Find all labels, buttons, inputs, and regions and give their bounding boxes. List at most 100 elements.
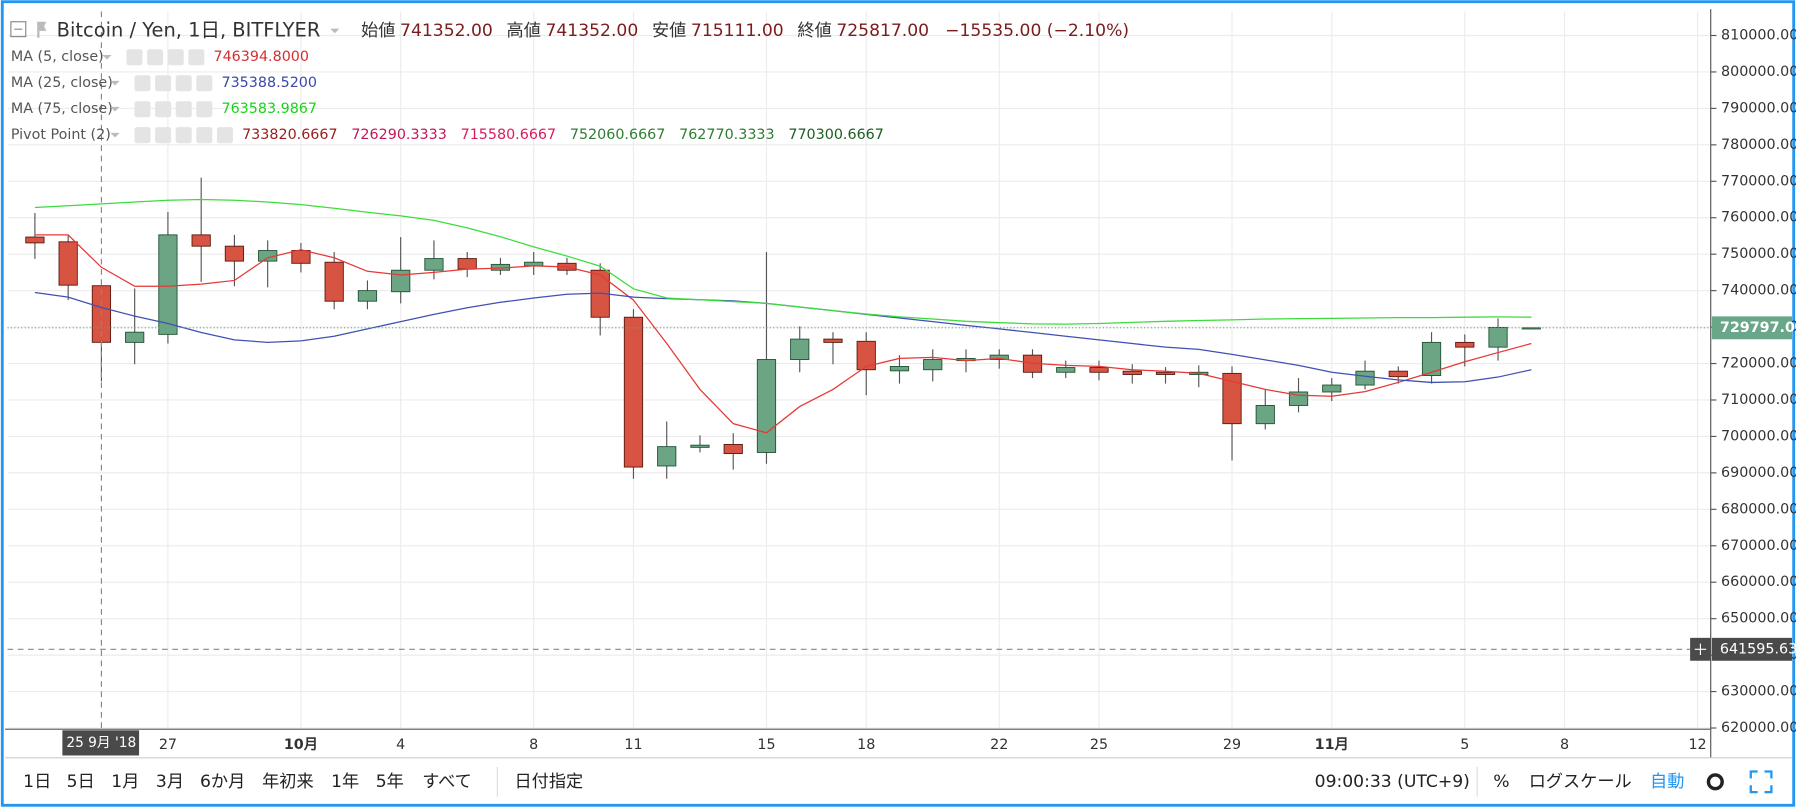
ohlc-label: 安値 (652, 21, 686, 41)
range-button[interactable]: 年初来 (262, 772, 313, 792)
axes: 620000.00630000.00640000.00650000.006600… (62, 28, 1796, 756)
indicator-button[interactable] (155, 75, 172, 92)
indicator-button[interactable] (196, 101, 213, 118)
indicator-button[interactable] (126, 49, 143, 66)
ohlc-label: 終値 (797, 21, 831, 41)
candle-body (1322, 384, 1342, 393)
range-button[interactable]: 1年 (331, 772, 359, 792)
candle-body (1255, 404, 1275, 425)
indicator-button[interactable] (134, 101, 151, 118)
indicator-button[interactable] (196, 75, 213, 92)
y-tick-label: 710000.00 (1721, 392, 1796, 408)
x-tick-label: 11 (624, 737, 642, 753)
candle-body (790, 338, 810, 360)
candle-body (1155, 371, 1176, 375)
dropdown[interactable] (110, 80, 120, 86)
x-tick-label: 29 (1223, 737, 1241, 753)
indicator-values: 735388.5200 (221, 75, 317, 91)
x-tick-label: 15 (757, 737, 775, 753)
indicator-button[interactable] (167, 49, 184, 66)
candle-body (224, 245, 245, 262)
range-button[interactable]: 5日 (67, 772, 95, 792)
crosshair-date-tag (62, 730, 140, 756)
candle-body (723, 443, 743, 455)
candle-body (823, 338, 843, 343)
y-tick-label: 800000.00 (1721, 64, 1796, 80)
y-tick-label: 660000.00 (1721, 574, 1796, 590)
indicator-values: 733820.6667 726290.3333 715580.6667 752060.… (242, 127, 884, 143)
indicator-name: MA (5, close) (11, 49, 104, 65)
plot (7, 11, 1711, 729)
ohlc-value: 725817.00 (836, 21, 929, 41)
indicator-button[interactable] (134, 75, 151, 92)
legend: Bitcoin / Yen, 1日, BITFLYER 始値 741352.00 高… (10, 18, 1129, 144)
candle-body (1355, 370, 1375, 386)
range-button[interactable]: 3月 (156, 772, 184, 792)
ohlc-value: 741352.00 (545, 21, 638, 41)
percent-button[interactable]: % (1493, 772, 1509, 792)
x-tick-label: 27 (159, 737, 177, 753)
dropdown[interactable] (110, 106, 120, 112)
candle-body (856, 340, 876, 371)
indicator-button[interactable] (188, 49, 205, 66)
candle-body (1455, 341, 1475, 348)
x-tick-label: 8 (529, 737, 538, 753)
dropdown[interactable] (110, 132, 120, 138)
indicator-value: 770300.6667 (788, 127, 884, 143)
candle-body (424, 258, 444, 271)
indicator-button[interactable] (155, 101, 172, 118)
y-tick-label: 750000.00 (1721, 246, 1796, 262)
candle-body (623, 316, 644, 468)
indicator-button[interactable] (134, 127, 151, 144)
y-tick-label: 620000.00 (1721, 720, 1796, 736)
collapse-icon[interactable] (10, 21, 27, 38)
candle-body (989, 354, 1009, 360)
indicator-name: MA (25, close) (11, 75, 113, 91)
range-button[interactable]: すべて (422, 772, 472, 792)
candle-body (756, 359, 777, 453)
indicator-button[interactable] (196, 127, 213, 144)
fullscreen-button[interactable] (1749, 770, 1773, 794)
ohlc-value: 715111.00 (691, 21, 784, 41)
candle-body (291, 250, 311, 264)
candle-body (889, 365, 910, 372)
indicators: MA (5, close) 746394.8000 MA (25, close) 73… (11, 49, 884, 144)
indicator-name: Pivot Point (2) (11, 127, 111, 143)
y-tick-label: 680000.00 (1721, 501, 1796, 517)
candle-body (923, 359, 943, 371)
candle-body (125, 331, 145, 343)
indicator-button[interactable] (216, 127, 233, 144)
crosshair-price: 641595.63 (1720, 641, 1796, 657)
candle-body (357, 290, 378, 302)
range-button[interactable]: 1月 (111, 772, 139, 792)
dropdown[interactable] (330, 28, 340, 34)
ma-line (34, 234, 1532, 434)
indicator-button[interactable] (155, 127, 172, 144)
indicator-button[interactable] (175, 101, 192, 118)
dropdown[interactable] (102, 54, 112, 60)
log-scale-button[interactable]: ログスケール (1529, 772, 1632, 792)
settings-button[interactable] (1706, 773, 1724, 791)
candle-body (1222, 372, 1242, 425)
y-tick-label: 690000.00 (1721, 465, 1796, 481)
range-button[interactable]: 5年 (376, 772, 404, 792)
indicator-button[interactable] (147, 49, 164, 66)
y-tick-label: 760000.00 (1721, 210, 1796, 226)
candle-body (1521, 327, 1541, 330)
ohlc-label: 高値 (507, 21, 541, 41)
date-range-button[interactable]: 日付指定 (515, 772, 584, 792)
y-tick-label: 720000.00 (1721, 356, 1796, 372)
auto-button[interactable]: 自動 (1650, 772, 1684, 792)
indicator-value: 715580.6667 (461, 127, 557, 143)
range-button[interactable]: 1日 (23, 772, 51, 792)
indicator-button[interactable] (175, 127, 192, 144)
x-tick-label: 11月 (1315, 736, 1349, 753)
indicator-button[interactable] (175, 75, 192, 92)
range-button[interactable]: 6か月 (200, 772, 245, 792)
indicator-value: 746394.8000 (213, 49, 309, 65)
x-tick-label: 8 (1560, 737, 1569, 753)
crosshair-price-tag (1711, 637, 1792, 661)
candle-body (457, 258, 477, 270)
indicator-name: MA (75, close) (11, 101, 113, 117)
